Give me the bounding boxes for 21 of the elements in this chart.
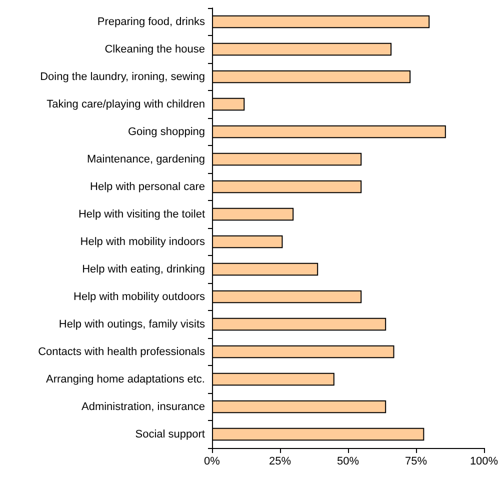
x-tick-label: 0%	[204, 456, 220, 468]
y-tick-label: Taking care/playing with children	[46, 98, 205, 110]
y-tick-label: Help with outings, family visits	[58, 318, 206, 330]
y-tick-label: Maintenance, gardening	[86, 153, 205, 166]
x-tick-label: 100%	[470, 456, 498, 468]
y-tick-label: Clkeaning the house	[104, 43, 205, 56]
y-tick-label: Doing the laundry, ironing, sewing	[40, 70, 205, 83]
y-tick-label: Preparing food, drinks	[97, 16, 206, 28]
x-tick-label: 75%	[404, 456, 428, 468]
x-tick-label: 25%	[268, 456, 292, 468]
y-tick-label: Going shopping	[128, 126, 205, 138]
y-tick-label: Administration, insurance	[81, 400, 205, 413]
y-tick-label: Help with eating, drinking	[82, 263, 205, 276]
y-tick-label: Arranging home adaptations etc.	[46, 373, 205, 386]
y-tick-label: Help with mobility outdoors	[74, 290, 206, 303]
y-tick-label: Contacts with health professionals	[38, 346, 206, 358]
y-tick-label: Help with visiting the toilet	[78, 208, 205, 220]
y-tick-label: Social support	[135, 428, 205, 440]
x-tick-label: 50%	[336, 456, 360, 468]
y-tick-label: Help with personal care	[90, 180, 205, 193]
y-tick-label: Help with mobility indoors	[80, 236, 206, 248]
